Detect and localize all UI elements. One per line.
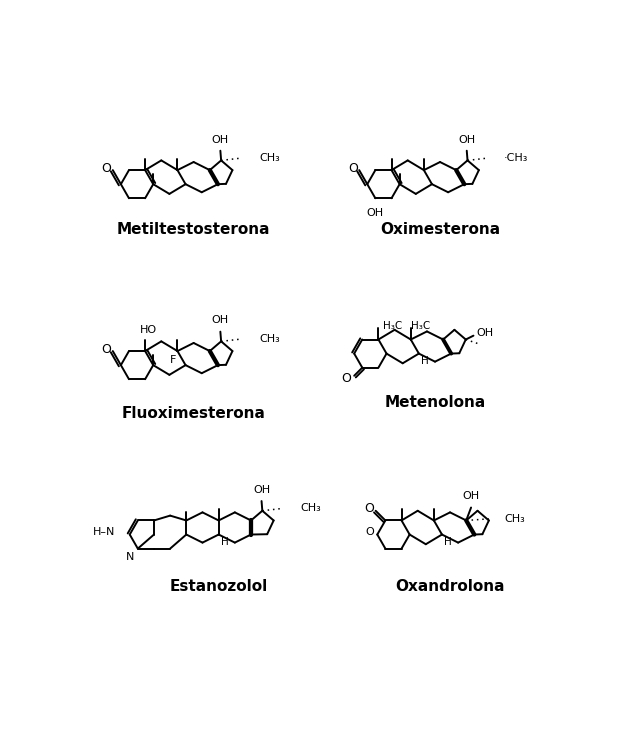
Text: CH₃: CH₃	[504, 514, 525, 524]
Text: HO: HO	[140, 325, 157, 335]
Text: H: H	[421, 356, 429, 366]
Text: OH: OH	[212, 316, 229, 326]
Text: Oxandrolona: Oxandrolona	[396, 579, 505, 594]
Text: CH₃: CH₃	[259, 153, 280, 163]
Text: H₃C: H₃C	[384, 321, 403, 331]
Text: H–N: H–N	[93, 527, 115, 537]
Text: O: O	[101, 162, 112, 175]
Text: Metiltestosterona: Metiltestosterona	[117, 222, 270, 237]
Text: OH: OH	[458, 135, 476, 144]
Text: O: O	[364, 502, 373, 515]
Text: Estanozolol: Estanozolol	[169, 579, 268, 594]
Text: Oximesterona: Oximesterona	[380, 222, 500, 237]
Text: OH: OH	[463, 491, 480, 502]
Text: H: H	[221, 537, 229, 547]
Text: Fluoximesterona: Fluoximesterona	[122, 406, 266, 421]
Text: O: O	[101, 343, 112, 356]
Text: CH₃: CH₃	[259, 334, 280, 344]
Text: Metenolona: Metenolona	[384, 395, 486, 410]
Text: OH: OH	[477, 329, 494, 338]
Text: H₃C: H₃C	[411, 321, 430, 331]
Text: O: O	[348, 162, 358, 175]
Text: CH₃: CH₃	[301, 503, 321, 514]
Text: N: N	[126, 553, 135, 562]
Text: OH: OH	[212, 135, 229, 144]
Text: ·CH₃: ·CH₃	[504, 153, 528, 163]
Text: OH: OH	[367, 208, 384, 218]
Text: OH: OH	[253, 485, 270, 495]
Text: O: O	[365, 527, 374, 537]
Text: F: F	[169, 355, 176, 365]
Text: O: O	[342, 372, 351, 385]
Text: H: H	[444, 537, 452, 547]
